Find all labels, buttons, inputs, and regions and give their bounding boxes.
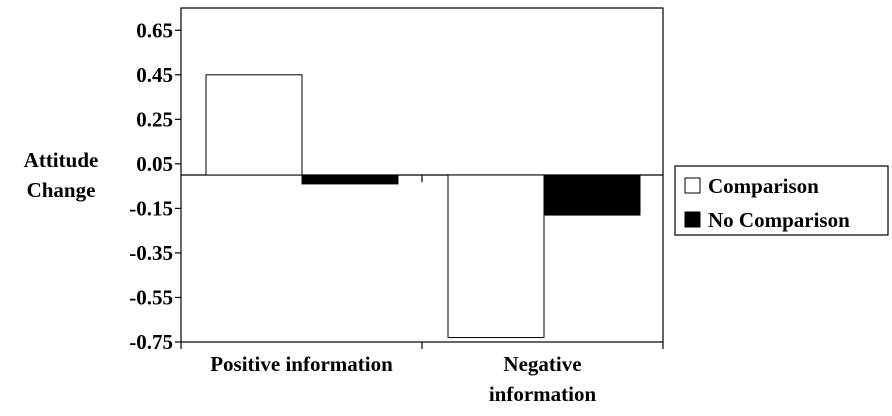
legend-label: No Comparison [708,208,850,232]
bar-no-comparison-1 [543,174,641,216]
y-tick-label: -0.35 [129,241,173,265]
bars [205,74,641,339]
category-label: information [489,382,597,406]
legend: Comparison No Comparison [674,165,889,236]
x-axis: Positive information Negative information [180,175,664,406]
legend-swatch [684,211,701,228]
y-tick-label: 0.45 [136,63,173,87]
legend-label: Comparison [708,174,819,198]
y-tick-label: -0.15 [129,196,173,220]
legend-swatch [684,177,701,194]
y-tick-label: -0.55 [129,285,173,309]
category-label: Negative [503,352,581,376]
category-label: Positive information [210,352,393,376]
y-tick-label: -0.75 [129,330,173,354]
bar-comparison-0 [205,74,303,176]
y-tick-label: 0.25 [136,107,173,131]
y-axis-title-line: Attitude [24,148,99,172]
bar-no-comparison-0 [301,174,399,185]
y-axis: 0.65 0.45 0.25 0.05 -0.15 -0.35 -0.55 -0.75 [129,18,181,354]
y-axis-title-line: Change [27,178,96,202]
y-tick-label: 0.05 [136,152,173,176]
bar-comparison-1 [447,174,545,339]
legend-box [674,165,889,236]
y-axis-title: Attitude Change [24,148,99,202]
y-tick-label: 0.65 [136,18,173,42]
